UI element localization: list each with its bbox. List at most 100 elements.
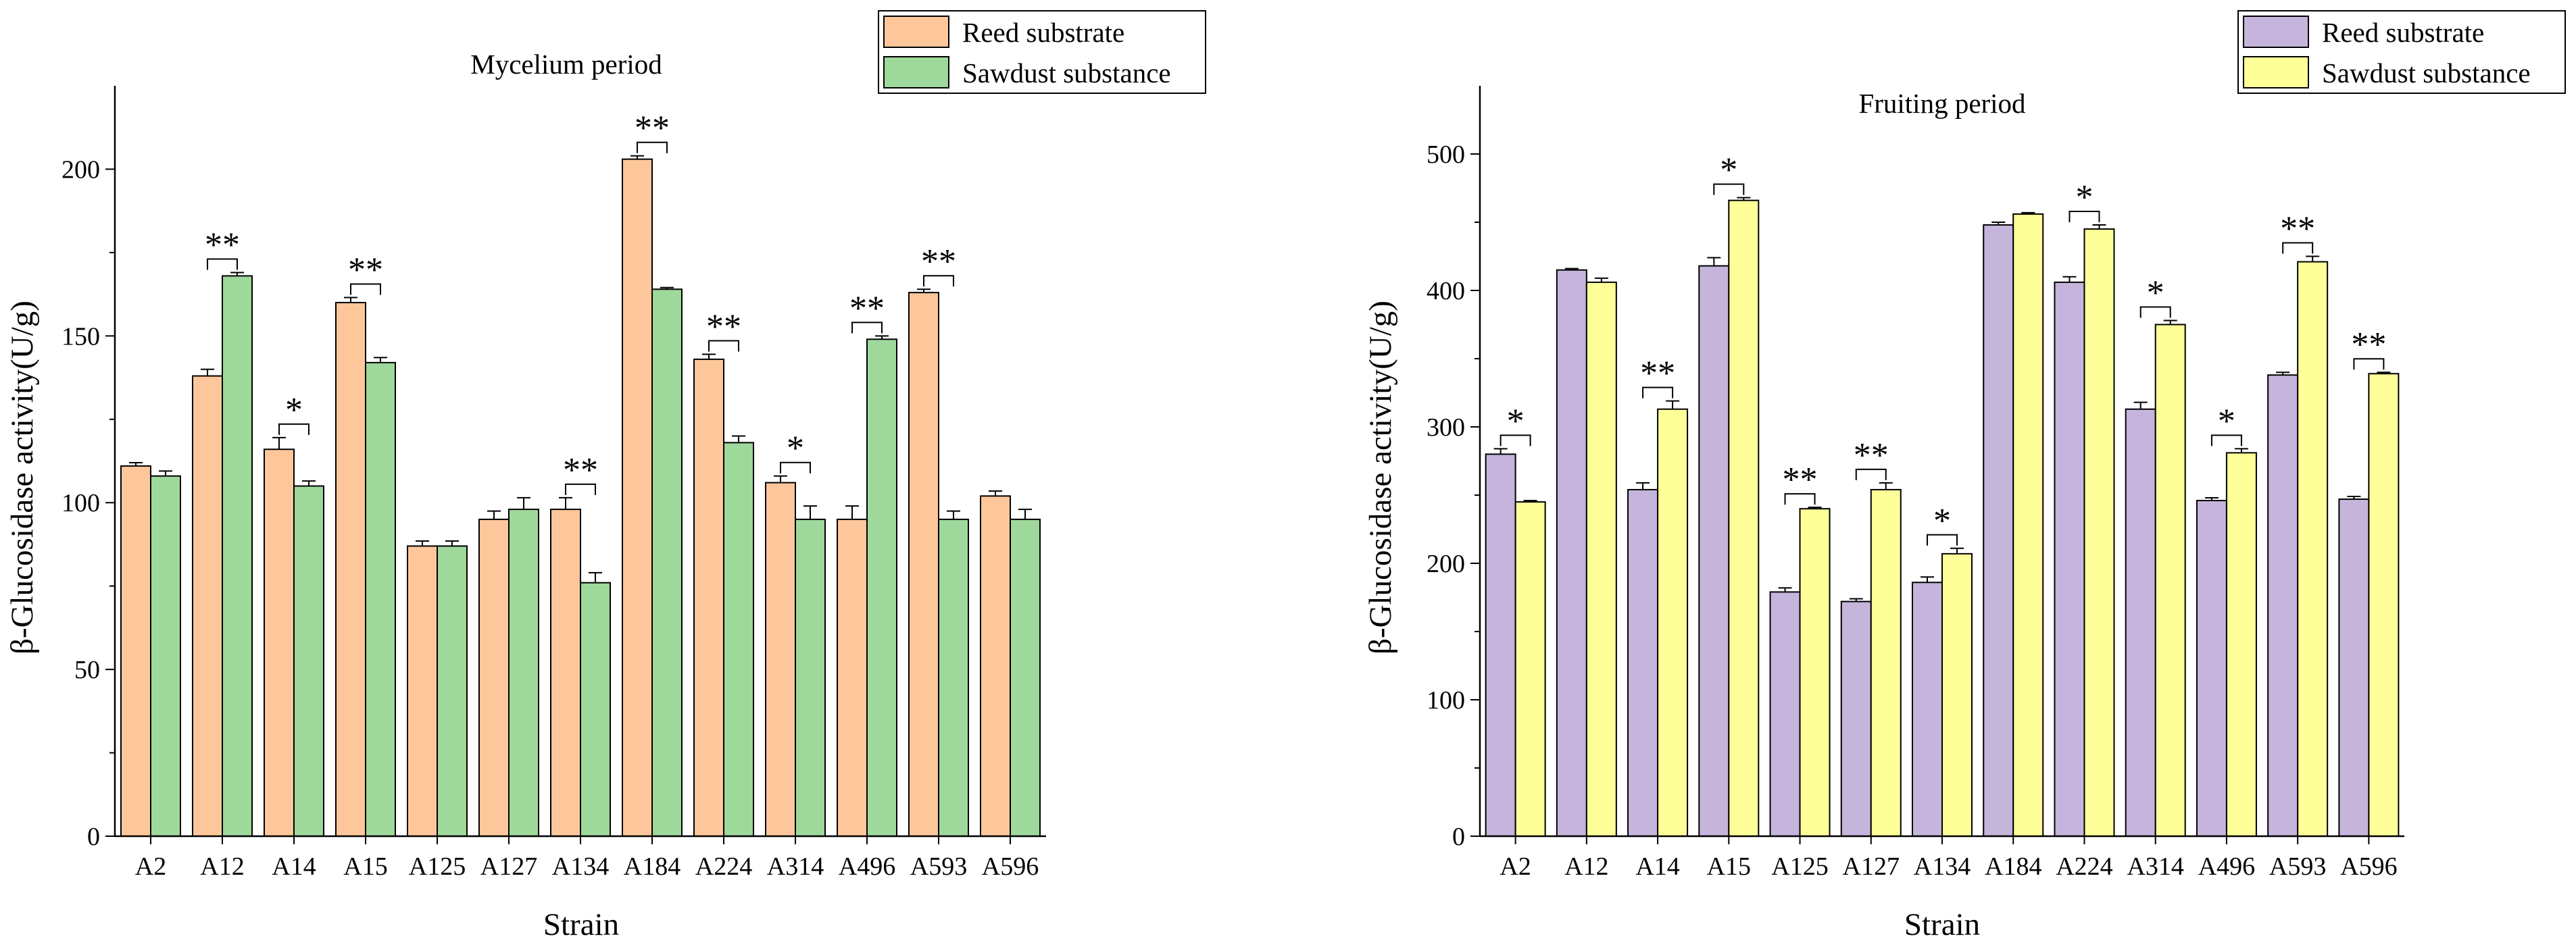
bar-sawdust-A134 bbox=[580, 582, 611, 837]
significance-label-A314: * bbox=[2147, 274, 2164, 312]
significance-bracket-A15 bbox=[350, 283, 381, 295]
bar-sawdust-A596 bbox=[2368, 373, 2400, 837]
y-tick-label: 150 bbox=[61, 322, 100, 351]
x-tick-label-A127: A127 bbox=[480, 852, 537, 881]
significance-bracket-A314 bbox=[2139, 306, 2171, 318]
significance-bracket-A496 bbox=[2210, 434, 2242, 446]
significance-label-A134: ** bbox=[563, 451, 598, 490]
significance-label-A224: * bbox=[2075, 178, 2093, 217]
bars bbox=[120, 158, 1041, 838]
bar-reed-A184 bbox=[622, 158, 653, 837]
x-tick-label-A496: A496 bbox=[839, 852, 895, 881]
x-tick-label-A496: A496 bbox=[2198, 852, 2255, 881]
significance-label-A224: ** bbox=[706, 307, 741, 346]
x-tick-label-A15: A15 bbox=[343, 852, 387, 881]
bar-reed-A224 bbox=[2054, 281, 2085, 837]
bar-sawdust-A134 bbox=[1941, 553, 1973, 837]
y-tick-label: 200 bbox=[61, 155, 100, 184]
bar-reed-A314 bbox=[765, 482, 796, 837]
significance-label-A184: ** bbox=[635, 109, 670, 148]
x-ticks: A2 A12 A14 A15 A125 A127 A134 A184 A224 A314 A496 A… bbox=[135, 836, 1039, 881]
x-tick-label-A314: A314 bbox=[2127, 852, 2183, 881]
bar-reed-A496 bbox=[2196, 500, 2227, 838]
significance-bracket-A224 bbox=[2069, 211, 2100, 223]
bar-sawdust-A125 bbox=[1799, 508, 1831, 837]
significance-label-A127: ** bbox=[1854, 436, 1889, 475]
bar-sawdust-A314 bbox=[2154, 324, 2186, 837]
bar-reed-A134 bbox=[550, 509, 581, 837]
x-tick-label-A596: A596 bbox=[982, 852, 1039, 881]
x-tick-label-A184: A184 bbox=[1985, 852, 2041, 881]
y-tick-label: 200 bbox=[1427, 550, 1465, 578]
bar-reed-A125 bbox=[1769, 591, 1801, 837]
significance-bracket-A224 bbox=[708, 340, 739, 352]
significance-label-A14: ** bbox=[1640, 355, 1675, 393]
x-axis-label: Strain bbox=[543, 907, 619, 942]
significance-bracket-A127 bbox=[1855, 468, 1887, 480]
y-tick-label: 100 bbox=[61, 489, 100, 517]
y-tick-label: 500 bbox=[1427, 140, 1465, 169]
x-tick-label-A15: A15 bbox=[1707, 852, 1751, 881]
bar-sawdust-A314 bbox=[795, 518, 826, 838]
y-tick-label: 0 bbox=[87, 823, 100, 851]
significance-label-A496: ** bbox=[849, 289, 885, 328]
x-tick-label-A12: A12 bbox=[1564, 852, 1608, 881]
bar-sawdust-A14 bbox=[1657, 408, 1689, 837]
significance-bracket-A496 bbox=[851, 322, 883, 334]
legend-swatch-sawdust bbox=[883, 56, 949, 88]
y-ticks: 0 50 100 150 200 bbox=[61, 155, 115, 851]
bar-sawdust-A593 bbox=[2297, 261, 2329, 837]
bar-reed-A184 bbox=[1983, 224, 2014, 838]
y-tick-label: 50 bbox=[74, 656, 100, 684]
x-tick-label-A125: A125 bbox=[1771, 852, 1828, 881]
significance-label-A314: * bbox=[787, 430, 804, 468]
significance-label-A134: * bbox=[1933, 502, 1951, 540]
x-tick-label-A134: A134 bbox=[1914, 852, 1971, 881]
bar-sawdust-A14 bbox=[293, 485, 324, 837]
x-tick-label-A2: A2 bbox=[1500, 852, 1531, 881]
x-tick-label-A14: A14 bbox=[1635, 852, 1679, 881]
bar-sawdust-A2 bbox=[150, 475, 181, 837]
bar-reed-A12 bbox=[192, 375, 223, 837]
y-tick-label: 0 bbox=[1452, 823, 1465, 851]
significance-brackets: **************** bbox=[1500, 151, 2386, 546]
significance-label-A593: ** bbox=[921, 242, 956, 281]
significance-label-A12: ** bbox=[205, 226, 240, 265]
bar-reed-A2 bbox=[1485, 453, 1516, 837]
significance-label-A2: * bbox=[1507, 402, 1525, 440]
legend-label-reed: Reed substrate bbox=[962, 17, 1124, 48]
y-axis-label: β-Glucosidase activity(U/g) bbox=[5, 301, 40, 655]
x-tick-label-A593: A593 bbox=[910, 852, 967, 881]
error-bars bbox=[129, 155, 1032, 583]
significance-bracket-A14 bbox=[1642, 386, 1674, 399]
significance-bracket-A15 bbox=[1713, 183, 1745, 195]
significance-bracket-A2 bbox=[1500, 434, 1531, 446]
bar-sawdust-A184 bbox=[651, 288, 683, 837]
significance-label-A15: * bbox=[1720, 151, 1737, 190]
significance-bracket-A593 bbox=[923, 275, 954, 287]
legend-label-sawdust: Sawdust substance bbox=[962, 57, 1171, 88]
significance-bracket-A125 bbox=[1784, 493, 1816, 505]
y-axis-label: β-Glucosidase activity(U/g) bbox=[1363, 301, 1398, 655]
legend-swatch-sawdust bbox=[2243, 56, 2309, 88]
bar-reed-A14 bbox=[264, 448, 295, 837]
bar-reed-A127 bbox=[478, 518, 510, 838]
mycelium-chart: Mycelium period β-Glucosidase activity(U… bbox=[5, 10, 1206, 942]
bar-sawdust-A15 bbox=[365, 361, 396, 837]
x-tick-label-A2: A2 bbox=[135, 852, 166, 881]
significance-label-A14: * bbox=[285, 391, 303, 430]
significance-label-A496: * bbox=[2218, 402, 2235, 440]
bar-sawdust-A224 bbox=[723, 442, 754, 837]
y-ticks: 0 100 200 300 400 500 bbox=[1427, 140, 1480, 851]
bar-reed-A127 bbox=[1840, 600, 1872, 837]
bar-sawdust-A2 bbox=[1514, 501, 1546, 837]
significance-label-A15: ** bbox=[348, 251, 383, 290]
legend: Reed substrate Sawdust substance bbox=[878, 10, 1206, 94]
bar-reed-A593 bbox=[908, 292, 939, 837]
x-tick-label-A127: A127 bbox=[1843, 852, 1900, 881]
bar-reed-A2 bbox=[120, 465, 151, 837]
x-tick-label-A125: A125 bbox=[409, 852, 466, 881]
significance-bracket-A184 bbox=[637, 141, 668, 153]
bar-reed-A12 bbox=[1556, 269, 1587, 837]
significance-label-A125: ** bbox=[1783, 461, 1818, 499]
